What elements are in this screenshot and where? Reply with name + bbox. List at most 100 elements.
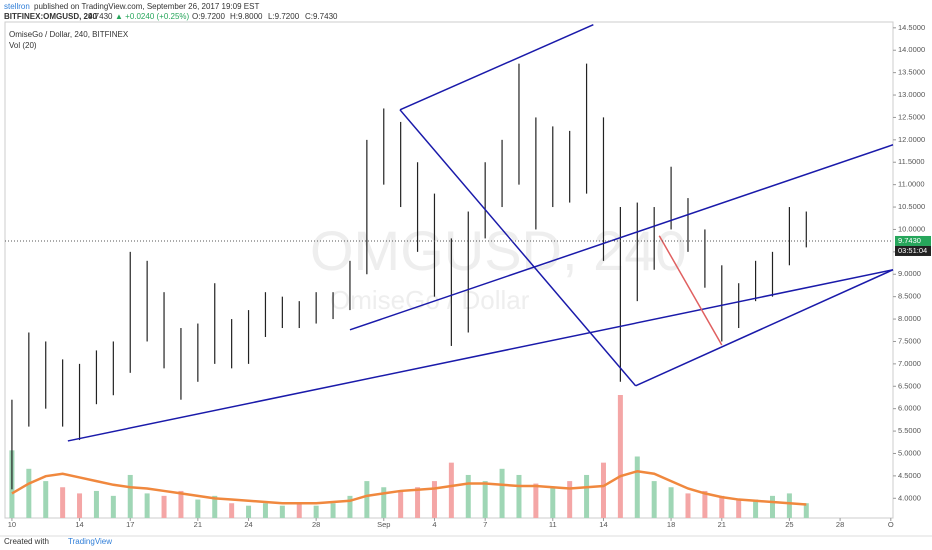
last: 9.7430 [88,12,113,21]
x-tick-label: 7 [483,520,487,529]
volume-bar [769,495,775,518]
y-tick-label: 5.0000 [898,448,921,457]
close: C:9.7430 [305,12,338,21]
volume-bar [465,474,471,518]
volume-bar [195,499,201,518]
x-tick-label: 10 [8,520,16,529]
volume-bar [279,505,285,518]
volume-bar [178,490,184,518]
volume-bar [803,503,809,518]
y-tick-label: 12.5000 [898,112,925,121]
footer-brand[interactable]: TradingView [68,537,112,546]
layer: 4.0000 4.5000 5.0000 5.5000 6.0000 6.5000 7.00… [5,23,931,529]
x-tick-label: 14 [75,520,83,529]
volume-bar [786,493,792,518]
footer-created: Created with [4,537,49,546]
x-tick-label: 24 [244,520,252,529]
volume-bar [550,487,556,518]
volume-bar [313,505,319,518]
last-price-label: 9.7430 [898,236,921,245]
volume-bar [634,456,640,518]
y-tick-label: 5.5000 [898,426,921,435]
trend-line [349,144,894,331]
y-tick-label: 7.5000 [898,336,921,345]
chart-title: OmiseGo / Dollar, 240, BITFINEX [9,30,129,39]
published: published on TradingView.com, September … [34,2,259,11]
y-tick-label: 11.0000 [898,180,925,189]
volume-bar [93,490,99,518]
x-tick-label: 17 [126,520,134,529]
y-tick-label: 9.0000 [898,269,921,278]
y-tick-label: 13.0000 [898,90,925,99]
y-tick-label: 7.0000 [898,359,921,368]
volume-bar [617,395,623,518]
y-tick-label: 13.5000 [898,68,925,77]
x-tick-label: 21 [194,520,202,529]
symbol: BITFINEX:OMGUSD, 240 [4,12,97,21]
indicator: Vol (20) [9,41,37,50]
volume-bar [77,493,83,518]
volume-bar [161,495,167,518]
y-tick-label: 8.5000 [898,292,921,301]
y-tick-label: 6.0000 [898,404,921,413]
x-tick-label: Sep [377,520,390,529]
volume-bar [567,481,573,518]
volume-bar [296,503,302,518]
author[interactable]: stellron [4,2,30,11]
volume-bar [431,481,437,518]
y-tick-label: 4.0000 [898,493,921,502]
x-tick-label: O [888,520,894,529]
x-tick-label: 21 [718,520,726,529]
x-tick-label: 4 [432,520,436,529]
volume-bar [719,495,725,518]
volume-bar [110,495,116,518]
trend-line [399,24,594,111]
volume-bar [584,474,590,518]
volume-bar [347,495,353,518]
x-tick-label: 18 [667,520,675,529]
x-tick-label: 11 [549,520,557,529]
volume-bar [246,505,252,518]
volume-bar [516,474,522,518]
volume-bar [364,481,370,518]
open: O:9.7200 [192,12,225,21]
volume-bar [651,481,657,518]
volume-bar [533,483,539,518]
y-tick-label: 11.5000 [898,157,925,166]
volume-bar [381,487,387,518]
volume-bar [212,495,218,518]
volume-bar [736,499,742,518]
y-tick-label: 10.0000 [898,224,925,233]
y-tick-label: 12.0000 [898,135,925,144]
countdown: 03:51:04 [898,246,927,255]
low: L:9.7200 [268,12,300,21]
x-tick-label: 28 [836,520,844,529]
volume-bar [600,462,606,518]
y-tick-label: 4.5000 [898,471,921,480]
x-tick-label: 25 [785,520,793,529]
x-tick-label: 28 [312,520,320,529]
y-tick-label: 14.0000 [898,45,925,54]
volume-bar [668,487,674,518]
volume-bar [448,462,454,518]
volume-bar [60,487,66,518]
change: ▲ +0.0240 (+0.25%) [115,12,190,21]
last-price-box [895,235,931,246]
y-tick-label: 10.5000 [898,202,925,211]
watermark: OMGUSD, 240 [310,219,687,282]
high: H:9.8000 [230,12,263,21]
y-tick-label: 8.0000 [898,314,921,323]
volume-bar [398,490,404,518]
volume-bar [330,503,336,518]
trend-line [635,269,894,387]
volume-ma [11,469,807,506]
countdown-box [895,245,931,256]
volume-bar [26,468,32,518]
x-tick-label: 14 [599,520,607,529]
volume-bar [43,481,49,518]
trend-line [67,269,894,442]
trend-line [399,109,637,387]
volume-bar [415,487,421,518]
